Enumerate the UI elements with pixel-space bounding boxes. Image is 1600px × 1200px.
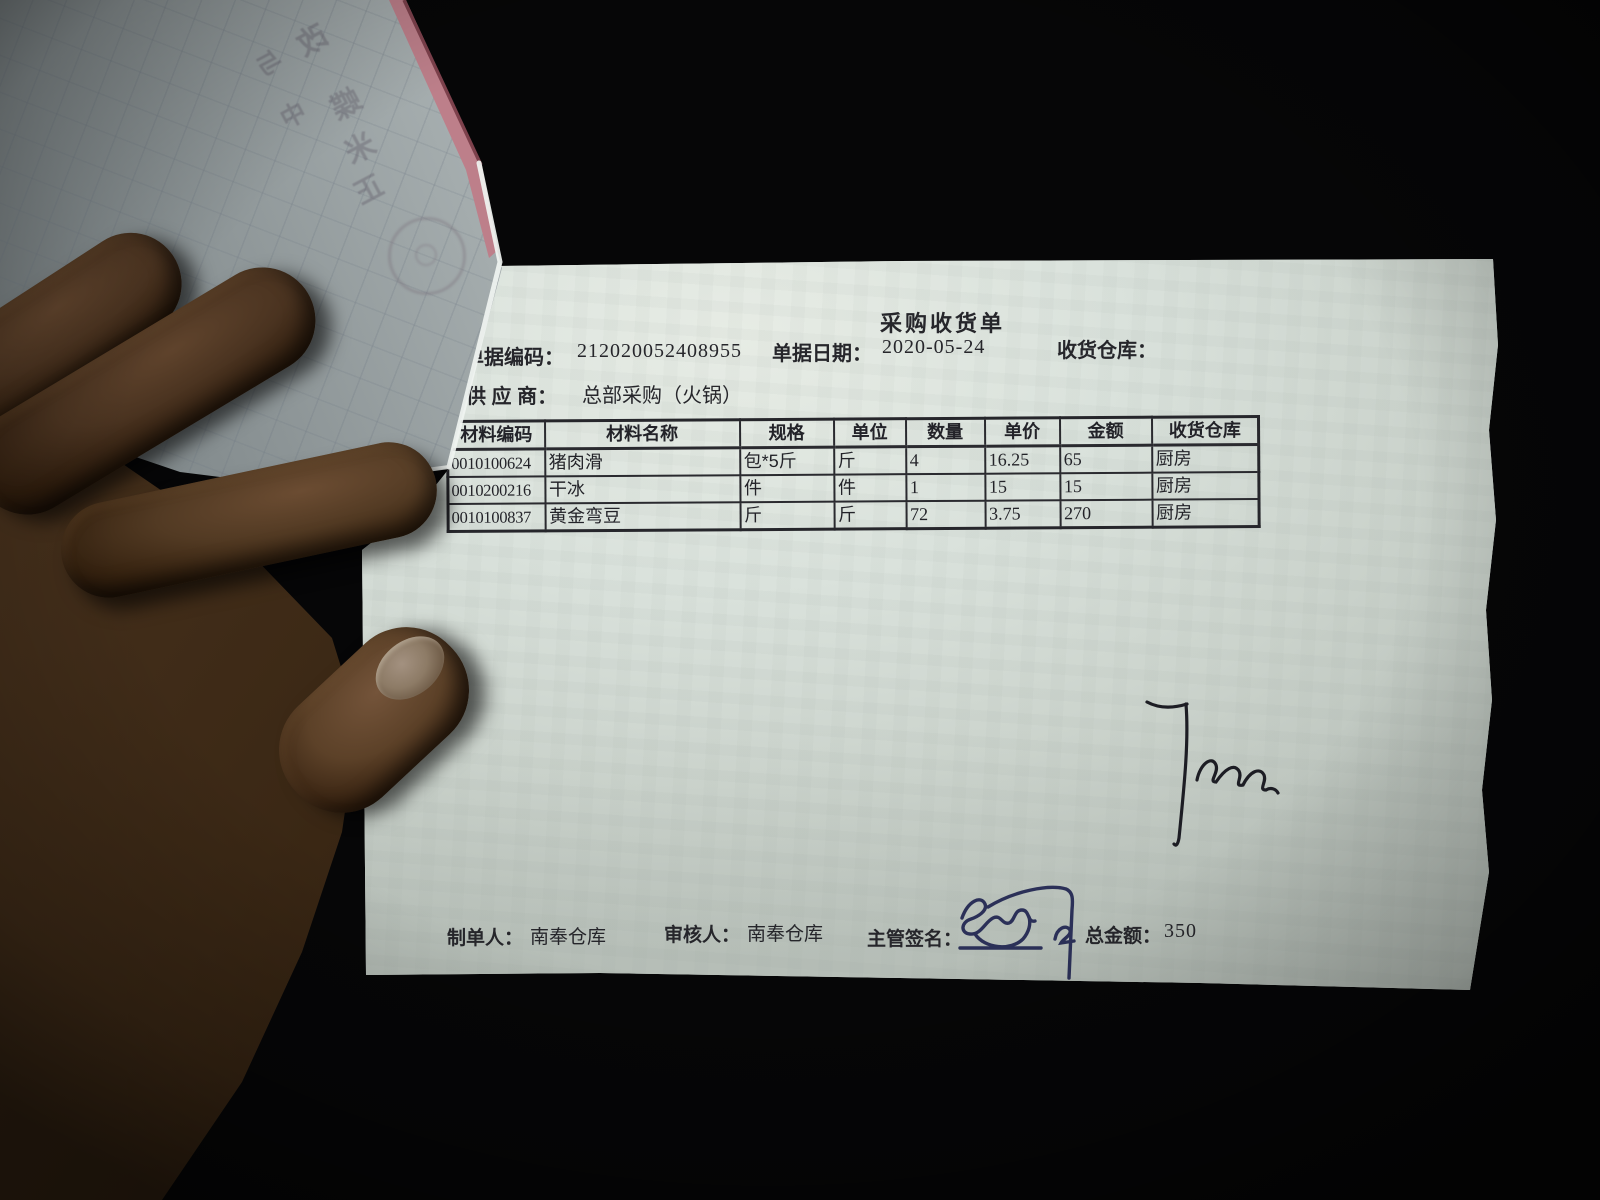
cell-warehouse: 厨房	[1151, 472, 1259, 500]
showthrough-char: 正	[349, 169, 389, 210]
date-value: 2020-05-24	[882, 336, 986, 358]
table-row: 0010100837 黄金弯豆 斤 斤 72 3.75 270 厨房	[448, 499, 1260, 532]
showthrough-char: 改	[291, 19, 334, 63]
cell-qty: 4	[905, 446, 985, 475]
header-amount: 金额	[1059, 417, 1152, 446]
total-label: 总金额：	[1085, 926, 1162, 947]
cell-spec: 件	[739, 474, 835, 503]
cell-code: 0010100837	[448, 503, 546, 532]
cell-amount: 270	[1060, 499, 1153, 528]
header-material-code: 材料编码	[447, 420, 545, 450]
supplier-label: 供 应 商：	[466, 386, 558, 408]
showthrough-char: 红	[407, 0, 445, 30]
cell-amount: 15	[1059, 472, 1152, 501]
supplier-value: 总部采购（火锅）	[582, 385, 742, 407]
cell-unit: 斤	[833, 446, 906, 475]
cell-code: 0010100624	[447, 448, 545, 477]
header-spec: 规格	[739, 419, 834, 448]
cell-unit: 斤	[834, 501, 907, 530]
preparer-label: 制单人：	[447, 928, 524, 949]
cell-spec: 包*5斤	[739, 447, 834, 476]
receipt-title: 采购收货单	[880, 311, 1006, 336]
header-material-name: 材料名称	[544, 419, 740, 449]
total-value: 350	[1164, 920, 1197, 942]
preparer-value: 南奉仓库	[530, 927, 607, 948]
showthrough-char: 中	[275, 97, 312, 134]
reviewer-value: 南奉仓库	[747, 924, 824, 945]
cell-unit: 件	[833, 474, 907, 502]
cell-code: 0010200216	[447, 476, 546, 504]
header-unit-price: 单价	[984, 417, 1060, 447]
supervisor-label: 主管签名：	[867, 929, 963, 950]
cell-name: 黄金弯豆	[545, 502, 741, 531]
cell-price: 16.25	[984, 445, 1060, 474]
cell-qty: 72	[906, 500, 986, 529]
cell-amount: 65	[1059, 445, 1152, 474]
doc-no-value: 212020052408955	[577, 340, 742, 362]
items-table: 材料编码 材料名称 规格 单位 数量 单价 金额 收货仓库 0010100624…	[446, 415, 1261, 533]
showthrough-char: 以	[450, 2, 488, 42]
cell-name: 猪肉滑	[544, 447, 740, 477]
showthrough-char: 与	[251, 45, 288, 82]
cell-spec: 斤	[740, 501, 835, 530]
date-label: 单据日期：	[772, 343, 872, 365]
cell-price: 15	[984, 473, 1061, 501]
warehouse-label: 收货仓库：	[1057, 340, 1157, 362]
cell-warehouse: 厨房	[1152, 499, 1260, 528]
header-warehouse: 收货仓库	[1151, 416, 1259, 446]
reviewer-label: 审核人：	[664, 925, 741, 946]
header-qty: 数量	[905, 418, 985, 447]
cell-price: 3.75	[985, 500, 1061, 529]
cell-qty: 1	[905, 473, 986, 502]
cell-name: 干冰	[544, 475, 741, 504]
cell-warehouse: 厨房	[1151, 444, 1259, 473]
header-unit: 单位	[833, 418, 906, 448]
showthrough-stamp	[388, 217, 466, 295]
